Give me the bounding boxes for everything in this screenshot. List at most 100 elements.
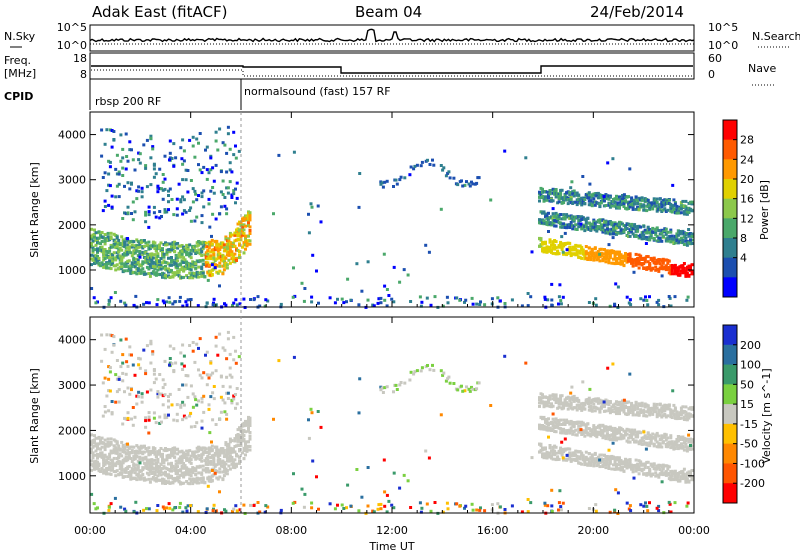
- velocity-cell: [657, 475, 661, 479]
- power-cell: [126, 159, 130, 163]
- velocity-cell: [182, 475, 186, 479]
- power-cell: [551, 199, 555, 203]
- power-cell: [225, 207, 229, 211]
- power-cell: [439, 164, 443, 167]
- power-cell: [168, 300, 172, 304]
- velocity-scatter: [90, 330, 694, 515]
- power-cell: [608, 195, 612, 199]
- power-cell: [144, 241, 148, 245]
- power-cell: [613, 229, 617, 233]
- velocity-cell: [141, 473, 145, 476]
- power-cell: [672, 204, 676, 208]
- power-cell: [631, 227, 635, 231]
- velocity-cell: [621, 399, 624, 403]
- noise-panel: N.Sky N.Search 10^5 10^0 10^5 10^0: [4, 21, 800, 52]
- velocity-cell: [646, 404, 650, 408]
- velocity-cell: [242, 457, 246, 460]
- power-cell: [565, 213, 569, 217]
- power-cell: [655, 261, 659, 265]
- velocity-cell: [168, 455, 172, 459]
- power-cell: [120, 267, 124, 271]
- power-cell: [117, 238, 121, 242]
- velocity-cell: [630, 428, 634, 432]
- power-cell: [163, 210, 167, 214]
- velocity-cell: [109, 440, 113, 444]
- velocity-cell: [587, 396, 591, 400]
- velocity-cell: [618, 456, 621, 460]
- velocity-cell: [226, 397, 230, 400]
- velocity-cell: [223, 348, 227, 352]
- velocity-cell: [604, 409, 608, 413]
- freq-label: Freq.: [4, 54, 31, 67]
- power-cell: [358, 172, 362, 175]
- power-cell: [90, 287, 94, 290]
- velocity-cell: [164, 470, 167, 474]
- power-cell: [245, 244, 249, 248]
- power-cell: [142, 260, 146, 264]
- velocity-cell: [117, 473, 121, 477]
- power-cell: [99, 264, 103, 268]
- power-cell: [224, 256, 228, 260]
- velocity-cell: [136, 472, 140, 476]
- power-cell: [442, 166, 446, 170]
- power-cell: [307, 231, 311, 235]
- power-cell: [684, 199, 688, 203]
- power-cell: [206, 261, 210, 265]
- power-cell: [188, 209, 192, 212]
- power-cell: [670, 205, 674, 209]
- power-cell: [218, 127, 222, 131]
- velocity-cell: [93, 441, 96, 445]
- power-cell: [114, 258, 118, 262]
- velocity-cell: [637, 413, 641, 417]
- power-cell: [578, 249, 582, 253]
- velocity-cell: [119, 365, 123, 369]
- power-cell: [218, 284, 221, 288]
- velocity-cell: [114, 373, 118, 377]
- power-cell: [232, 192, 236, 196]
- power-cell: [618, 225, 621, 229]
- velocity-cell: [550, 449, 553, 453]
- power-cell: [141, 260, 145, 264]
- power-cell: [646, 303, 650, 307]
- power-cell: [685, 298, 689, 302]
- power-cell: [572, 245, 576, 249]
- power-cell: [690, 242, 694, 245]
- velocity-cell: [103, 438, 107, 442]
- velocity-cell: [201, 464, 205, 468]
- power-cell: [608, 256, 612, 260]
- velocity-cell: [173, 476, 177, 480]
- power-cell: [218, 264, 222, 268]
- power-cell: [551, 207, 555, 211]
- velocity-cell: [144, 447, 148, 450]
- power-cell: [426, 158, 429, 162]
- velocity-cell: [184, 374, 188, 377]
- velocity-cell: [194, 454, 198, 458]
- power-cell: [231, 241, 235, 245]
- velocity-cell: [181, 383, 185, 387]
- velocity-cell: [148, 470, 152, 474]
- velocity-cell: [126, 475, 130, 478]
- velocity-cell: [170, 403, 174, 407]
- power-cell: [559, 191, 563, 194]
- velocity-cell: [200, 459, 204, 463]
- power-cell: [554, 189, 558, 193]
- power-cell: [607, 257, 611, 261]
- n-search-label: N.Search: [752, 30, 800, 43]
- velocity-cell: [238, 461, 241, 465]
- power-cell: [210, 273, 214, 276]
- power-cell: [475, 181, 479, 185]
- power-cell: [196, 304, 200, 308]
- power-cell: [141, 240, 145, 244]
- power-cell: [208, 225, 212, 229]
- velocity-cell: [131, 423, 135, 427]
- power-cell: [561, 295, 565, 299]
- velocity-cell: [151, 350, 155, 354]
- velocity-cell: [111, 451, 115, 455]
- power-cell: [159, 267, 163, 271]
- power-cell: [197, 248, 201, 252]
- velocity-cell: [115, 450, 119, 454]
- power-cell: [554, 246, 558, 250]
- power-cell: [225, 212, 229, 216]
- power-cell: [584, 219, 588, 222]
- velocity-cell: [142, 450, 146, 454]
